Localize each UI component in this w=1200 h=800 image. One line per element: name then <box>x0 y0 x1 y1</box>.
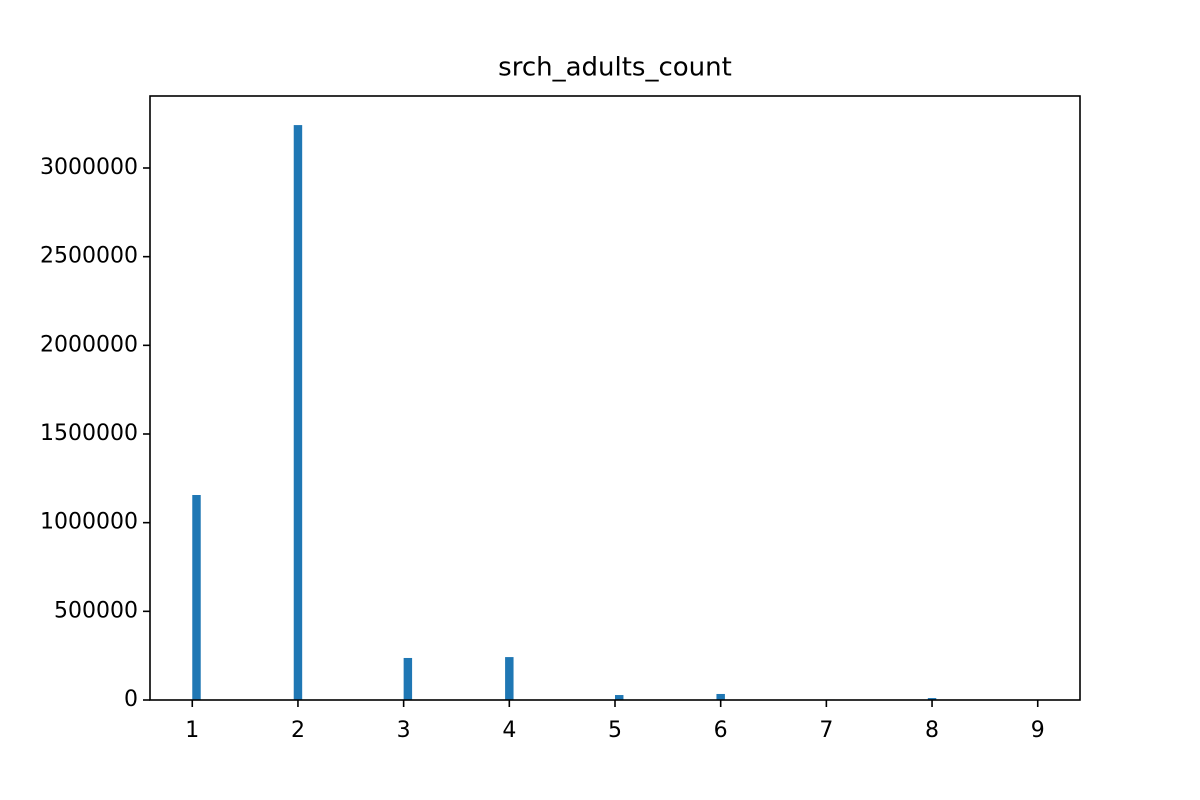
x-tick-label: 7 <box>819 718 833 743</box>
y-tick-label: 2000000 <box>40 332 138 357</box>
y-tick-label: 1000000 <box>40 510 138 535</box>
x-tick-label: 1 <box>185 718 199 743</box>
y-tick-label: 0 <box>124 687 138 712</box>
y-tick-label: 500000 <box>54 598 138 623</box>
bar <box>293 125 303 701</box>
y-tick-label: 3000000 <box>40 155 138 180</box>
x-tick-label: 6 <box>714 718 728 743</box>
bar <box>927 698 937 700</box>
x-tick-label: 5 <box>608 718 622 743</box>
x-tick-label: 9 <box>1031 718 1045 743</box>
y-tick-label: 2500000 <box>40 244 138 269</box>
bar <box>615 695 624 700</box>
bar <box>716 693 725 700</box>
x-tick-label: 2 <box>291 718 305 743</box>
bar <box>192 495 201 700</box>
bar <box>403 657 413 700</box>
x-tick-label: 8 <box>925 718 939 743</box>
y-tick-label: 1500000 <box>40 421 138 446</box>
chart-title: srch_adults_count <box>498 53 732 83</box>
x-tick-label: 4 <box>502 718 516 743</box>
bar <box>505 657 514 700</box>
x-tick-label: 3 <box>397 718 411 743</box>
